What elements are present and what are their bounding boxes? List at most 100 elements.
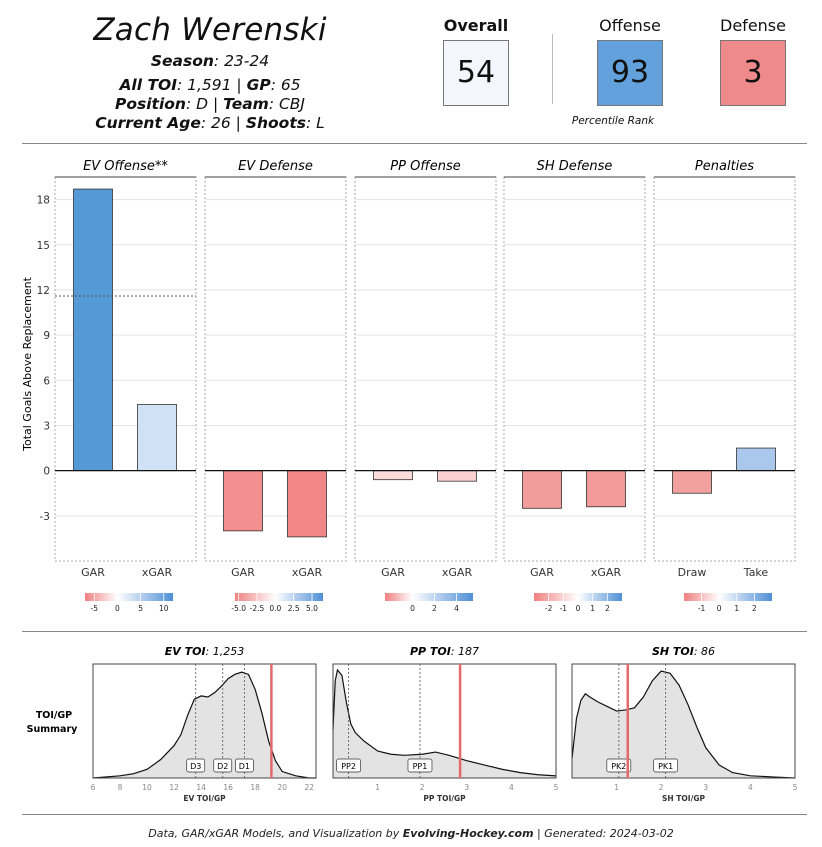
score-divider (552, 34, 553, 104)
toi-title-value: : 187 (451, 645, 479, 658)
bar (586, 470, 626, 508)
bar (73, 188, 113, 472)
x-tick-label: 22 (304, 783, 314, 792)
legend-tick-label: 5 (138, 604, 143, 613)
y-tick-label: 15 (37, 240, 50, 252)
footer-prefix: Data, GAR/xGAR Models, and Visualization… (148, 827, 403, 840)
legend-tick-label: -2 (545, 604, 553, 613)
density-line (92, 671, 316, 779)
tier-marker-box (606, 758, 632, 773)
density-area (93, 672, 316, 778)
x-category-label: xGAR (442, 566, 473, 579)
toi-title-label: SH TOI (652, 645, 694, 658)
footer-credits: Data, GAR/xGAR Models, and Visualization… (0, 827, 822, 840)
x-tick-label: 5 (793, 783, 798, 792)
panel-border (54, 176, 197, 562)
panel-border (503, 176, 646, 562)
panel-border (354, 176, 497, 562)
x-tick-label: 2 (659, 783, 664, 792)
legend-tick-label: -1 (560, 604, 568, 613)
x-tick-label: 1 (375, 783, 380, 792)
toi-panel-border (571, 663, 796, 779)
legend-tick-label: 1 (590, 604, 595, 613)
header-divider (22, 143, 807, 144)
footer-brand: Evolving-Hockey.com (402, 827, 534, 840)
density-area (572, 671, 795, 778)
tier-marker-box (235, 758, 254, 773)
bar (223, 470, 263, 532)
y-tick-label: 9 (43, 330, 50, 342)
x-tick-label: 5 (554, 783, 559, 792)
defense-score: 3 (720, 40, 786, 106)
legend-tick-label: 0 (717, 604, 722, 613)
tier-marker-box (186, 758, 206, 773)
legend-tick-label: -5 (91, 604, 99, 613)
offense-label: Offense (599, 16, 661, 35)
x-category-label: xGAR (591, 566, 622, 579)
footer-suffix: | Generated: 2024-03-02 (533, 827, 674, 840)
age-label: Current Age (95, 114, 201, 132)
toi-title-label: EV TOI (165, 645, 206, 658)
x-tick-label: 3 (464, 783, 469, 792)
position-line: Position: D | Team: CBJ (40, 95, 380, 113)
x-category-label: GAR (530, 566, 554, 579)
y-tick-label: -3 (40, 511, 50, 523)
panel-title: Penalties (695, 159, 754, 174)
bar (672, 470, 712, 494)
x-tick-label: 10 (142, 783, 152, 792)
x-tick-label: 4 (748, 783, 753, 792)
x-tick-label: 2 (420, 783, 425, 792)
shoots-value: : L (305, 114, 325, 132)
summary-label-line2: Summary (27, 724, 78, 735)
y-tick-label: 3 (43, 420, 50, 432)
panel-title: EV Offense** (83, 159, 168, 174)
player-name: Zach Werenski (93, 12, 327, 48)
tier-marker-box (407, 758, 433, 773)
panel-title: PP Offense (390, 159, 460, 174)
tier-marker-box (336, 758, 361, 773)
toi-title-value: : 1,253 (206, 645, 245, 658)
overall-label: Overall (443, 16, 509, 35)
x-tick-label: 6 (91, 783, 96, 792)
position-value: : D | (185, 95, 224, 113)
y-tick-label: 18 (37, 195, 50, 207)
legend-tick-label: 2.5 (288, 604, 300, 613)
x-tick-label: 20 (277, 783, 287, 792)
defense-label: Defense (720, 16, 786, 35)
panel-title: SH Defense (537, 159, 613, 174)
tier-marker-label: D2 (217, 762, 228, 771)
density-line (332, 668, 557, 777)
x-tick-label: 4 (509, 783, 514, 792)
y-tick-label: 6 (43, 375, 50, 387)
legend-tick-label: 2 (605, 604, 610, 613)
footer-divider (22, 814, 807, 815)
legend-tick-label: 0.0 (269, 604, 281, 613)
x-tick-label: 8 (118, 783, 123, 792)
overall-score: 54 (443, 40, 509, 106)
toi-panel-border (332, 663, 557, 779)
tier-marker-label: PP1 (413, 762, 428, 771)
tier-marker-label: PK1 (658, 762, 673, 771)
x-category-label: xGAR (292, 566, 323, 579)
x-axis-label: PP TOI/GP (423, 794, 466, 803)
x-category-label: GAR (381, 566, 405, 579)
toi-panel-title: EV TOI: 1,253 (165, 645, 245, 658)
shoots-label: Shoots (245, 114, 306, 132)
bar (137, 403, 177, 472)
percentile-rank-label: Percentile Rank (571, 115, 655, 127)
x-tick-label: 14 (196, 783, 206, 792)
toi-value: : 1,591 | (176, 76, 247, 94)
position-label: Position (114, 95, 186, 113)
tier-marker-box (213, 758, 233, 773)
legend-tick-label: 10 (159, 604, 169, 613)
gp-label: GP (246, 76, 271, 94)
tier-marker-label: PP2 (341, 762, 356, 771)
x-tick-label: 16 (223, 783, 233, 792)
legend-colorbar (385, 593, 473, 601)
bar (287, 470, 327, 538)
team-label: Team (223, 95, 269, 113)
y-tick-label: 0 (43, 466, 50, 478)
bar (437, 470, 477, 482)
tier-marker-label: D1 (239, 762, 250, 771)
toi-line: All TOI: 1,591 | GP: 65 (40, 76, 380, 94)
